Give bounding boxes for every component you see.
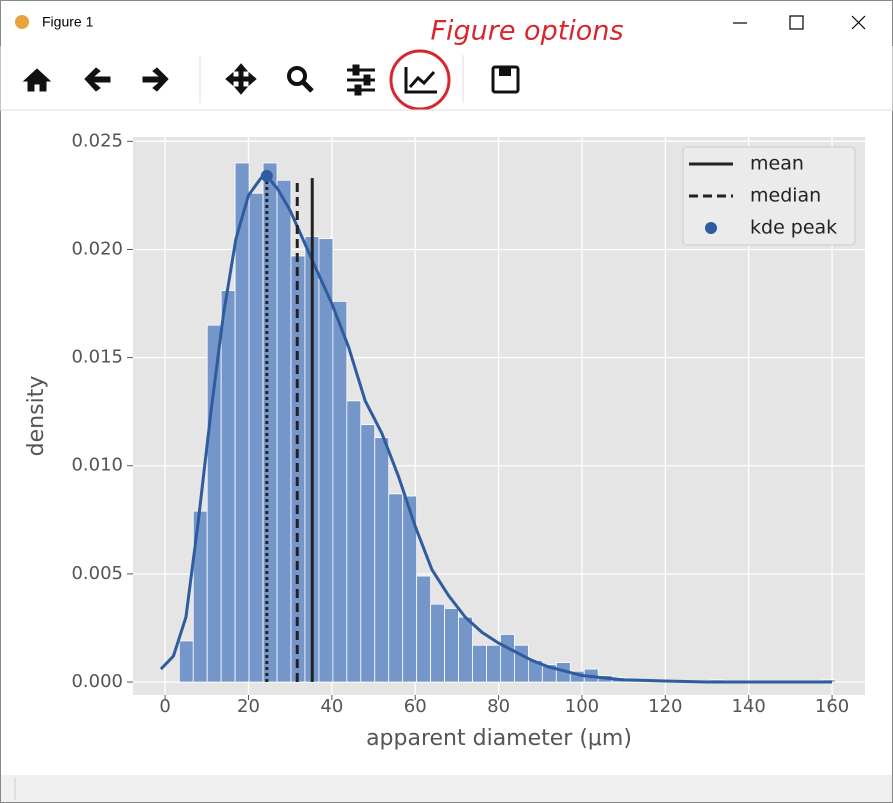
x-tick-label: 140 <box>732 696 766 717</box>
bar <box>220 290 236 683</box>
bar <box>444 608 459 683</box>
status-bar <box>1 775 892 802</box>
bar <box>248 192 264 683</box>
legend-label: kde peak <box>750 217 837 239</box>
x-tick-label: 60 <box>404 696 427 717</box>
figure-options-button[interactable] <box>404 67 437 94</box>
x-tick-label: 100 <box>565 696 599 717</box>
forward-button[interactable] <box>142 67 169 92</box>
x-tick-label: 40 <box>320 696 343 717</box>
bar <box>276 179 292 683</box>
bar <box>178 640 194 683</box>
bar <box>234 162 250 683</box>
y-tick-label: 0.025 <box>71 130 123 151</box>
kde-line <box>159 174 833 684</box>
bar <box>388 493 404 683</box>
legend: mean median kde peak <box>682 146 856 246</box>
pan-button[interactable] <box>225 63 257 95</box>
window-title: Figure 1 <box>42 14 94 30</box>
bar <box>416 575 432 683</box>
y-tick-label: 0.005 <box>71 563 123 584</box>
x-tick-label: 120 <box>648 696 682 717</box>
peak-marker <box>260 169 273 182</box>
zoom-button[interactable] <box>287 66 314 93</box>
save-button[interactable] <box>491 65 520 94</box>
legend-label: median <box>750 185 821 207</box>
legend-label: mean <box>750 153 804 175</box>
plot: 0.000 0.005 0.010 0.015 0.020 0.025 0 20 40 60 80 1… <box>24 130 865 751</box>
bar <box>318 238 334 683</box>
subplots-button[interactable] <box>347 64 375 96</box>
bar <box>458 616 473 683</box>
bar <box>472 644 487 683</box>
highlight-circle <box>389 49 451 111</box>
y-tick-label: 0.015 <box>71 347 123 368</box>
x-tick-label: 20 <box>237 696 260 717</box>
legend-box <box>682 146 856 246</box>
y-tick-label: 0.000 <box>71 671 123 692</box>
x-tick-label: 0 <box>159 696 170 717</box>
title-bar: Figure 1 <box>15 14 866 30</box>
bar <box>500 634 515 683</box>
y-axis-label: density <box>24 376 49 457</box>
toolbar-bg <box>0 46 893 110</box>
x-axis-label: apparent diameter (μm) <box>366 726 632 751</box>
bar <box>262 162 278 683</box>
maximize-button[interactable] <box>789 15 804 30</box>
legend-swatch <box>705 222 717 234</box>
back-button[interactable] <box>84 67 111 92</box>
close-button[interactable] <box>851 15 866 30</box>
x-tick-label: 160 <box>815 696 849 717</box>
bar <box>360 424 376 683</box>
bar <box>430 603 446 683</box>
app-icon <box>15 15 29 29</box>
bar <box>332 300 348 683</box>
x-tick-label: 80 <box>487 696 510 717</box>
toolbar: Figure options <box>0 16 893 111</box>
home-button[interactable] <box>22 68 52 92</box>
annotation: Figure options <box>430 16 623 47</box>
y-tick-label: 0.020 <box>71 238 123 259</box>
bar <box>486 644 501 683</box>
bar <box>346 400 362 683</box>
y-tick-label: 0.010 <box>71 455 123 476</box>
bar <box>374 437 390 683</box>
